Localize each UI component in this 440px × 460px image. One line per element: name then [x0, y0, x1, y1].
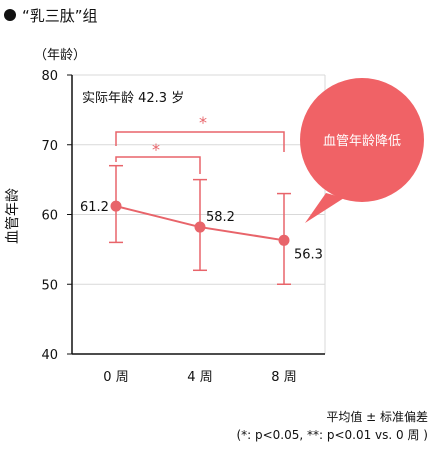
data-point [110, 200, 122, 212]
x-tick-label: 0 周 [103, 370, 128, 385]
data-label: 61.2 [80, 200, 109, 215]
data-point [278, 234, 290, 246]
chart-heading: “乳三肽”组 [4, 4, 98, 26]
y-tick-label: 40 [41, 348, 58, 363]
y-tick-label: 50 [41, 278, 58, 293]
sig-star-outer: * [199, 113, 207, 132]
y-tick-label: 70 [41, 139, 58, 154]
data-point [194, 221, 206, 233]
sig-star-inner: * [152, 140, 160, 159]
heading-text: “乳三肽”组 [22, 6, 98, 25]
sig-bracket-inner [115, 156, 201, 174]
callout-tail [305, 193, 344, 223]
bullet-icon [4, 9, 16, 21]
actual-age-annotation: 实际年龄 42.3 岁 [82, 91, 184, 106]
data-label: 56.3 [294, 247, 323, 262]
sig-bracket-outer [115, 131, 285, 152]
x-tick-label: 4 周 [187, 370, 212, 385]
callout-bubble [300, 78, 424, 202]
y-unit-label: （年龄） [34, 48, 87, 63]
data-label: 58.2 [206, 210, 235, 225]
callout-text: 血管年龄降低 [323, 134, 401, 149]
y-tick-label: 80 [41, 69, 58, 84]
y-tick-label: 60 [41, 209, 58, 224]
x-tick-label: 8 周 [271, 370, 296, 385]
footnote-significance: (*: p<0.05, **: p<0.01 vs. 0 周 ) [236, 428, 428, 442]
footnote-mean-sd: 平均值 ± 标准偏差 [326, 410, 428, 424]
